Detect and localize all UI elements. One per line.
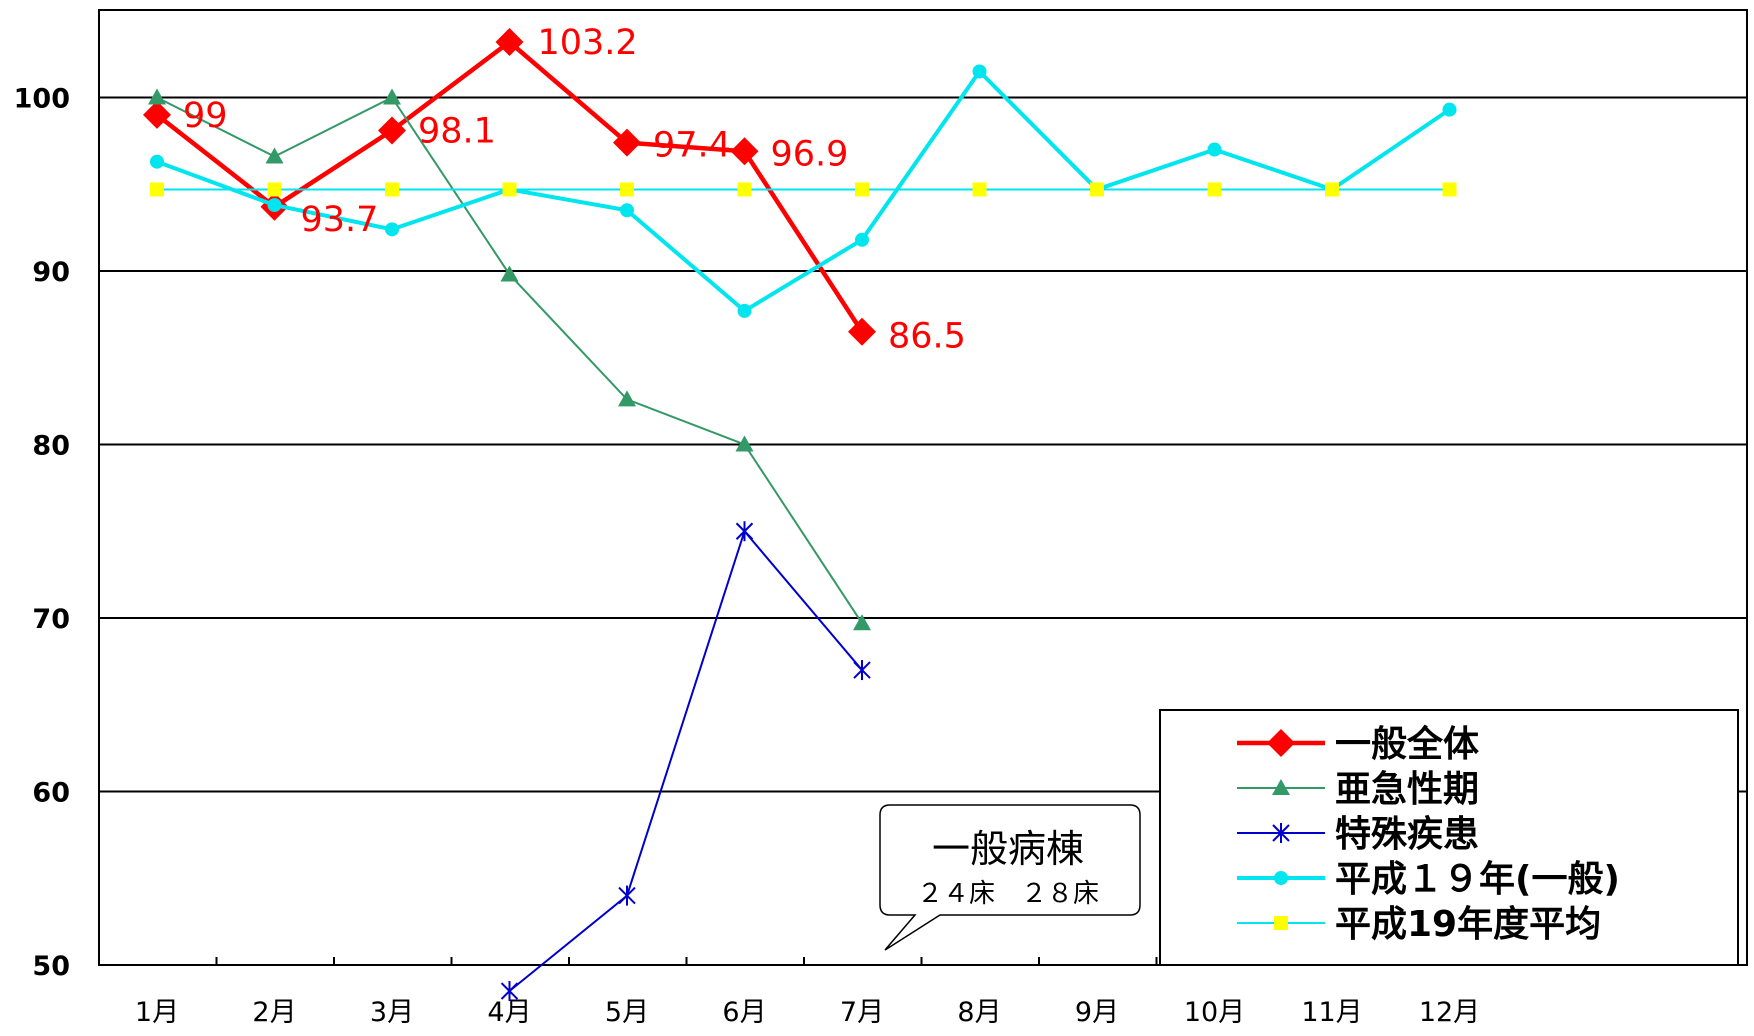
marker-triangle: [148, 88, 166, 105]
series-group: [143, 27, 1457, 1002]
marker-triangle: [735, 435, 754, 452]
x-axis: 1月 2月 3月 4月 5月 6月 7月 8月 9月 10月 11月 12月: [135, 957, 1510, 1028]
y-tick-label: 90: [32, 257, 70, 288]
callout-main-text: 一般病棟: [932, 827, 1084, 871]
marker-circle: [385, 222, 399, 237]
x-tick-label: 11月: [1301, 997, 1362, 1028]
marker-asterisk: [500, 981, 519, 1002]
legend-item-2: 亜急性期: [1237, 769, 1479, 810]
x-tick-label: 9月: [1075, 997, 1119, 1028]
marker-square: [502, 182, 517, 197]
marker-asterisk: [735, 521, 754, 542]
x-tick-label: 1月: [135, 997, 179, 1028]
marker-square: [150, 182, 164, 197]
series-4: [150, 64, 1457, 318]
x-tick-label: 2月: [252, 997, 296, 1028]
x-tick-label: 10月: [1184, 997, 1245, 1028]
marker-square: [620, 182, 634, 197]
marker-circle: [855, 232, 869, 247]
callout-sub-text: ２４床 ２８床: [917, 879, 1099, 909]
marker-diamond: [848, 317, 876, 346]
marker-triangle: [383, 88, 401, 105]
marker-diamond: [1267, 729, 1295, 757]
marker-triangle: [265, 147, 284, 164]
series-3: [500, 521, 871, 1002]
marker-square: [1274, 916, 1288, 930]
legend-label: 特殊疾患: [1335, 814, 1479, 855]
y-tick-label: 100: [14, 84, 70, 115]
marker-square: [1207, 182, 1222, 197]
marker-square: [1325, 182, 1339, 197]
x-tick-label: 3月: [370, 997, 414, 1028]
y-tick-label: 60: [32, 778, 70, 809]
legend-label: 一般全体: [1335, 723, 1479, 765]
y-tick-label: 70: [32, 604, 70, 635]
series-line: [508, 529, 863, 992]
marker-diamond: [143, 100, 171, 129]
x-tick-label: 8月: [957, 997, 1001, 1028]
marker-circle: [267, 198, 282, 213]
marker-circle: [1207, 142, 1222, 157]
series-5: [150, 182, 1457, 197]
marker-square: [972, 182, 987, 197]
series-2: [148, 88, 871, 631]
legend-item-1: 一般全体: [1237, 723, 1479, 765]
marker-circle: [620, 203, 634, 218]
data-label: 103.2: [538, 23, 638, 63]
marker-circle: [737, 303, 752, 318]
series-1: [143, 27, 876, 346]
marker-circle: [972, 64, 987, 79]
legend-label: 平成19年度平均: [1335, 904, 1601, 945]
callout-bubble: [879, 804, 1141, 951]
marker-triangle: [1272, 779, 1290, 795]
marker-triangle: [618, 390, 636, 407]
annotation-callout: 一般病棟 ２４床 ２８床: [879, 804, 1141, 951]
legend-label: 亜急性期: [1335, 769, 1479, 810]
data-label: 99: [183, 96, 228, 136]
x-tick-label: 12月: [1419, 997, 1480, 1028]
data-label: 96.9: [771, 134, 849, 174]
marker-asterisk: [1272, 823, 1290, 843]
marker-circle: [1274, 871, 1288, 885]
marker-circle: [1442, 102, 1457, 117]
legend-item-5: 平成19年度平均: [1237, 904, 1601, 945]
x-tick-label: 6月: [722, 997, 766, 1028]
marker-triangle: [853, 614, 871, 631]
y-tick-label: 50: [32, 951, 70, 982]
plot-area-frame: [98, 9, 1748, 966]
legend-label: 平成１９年(一般): [1335, 859, 1620, 900]
marker-circle: [150, 154, 164, 169]
x-tick-label: 5月: [605, 997, 649, 1028]
series-line: [156, 68, 1451, 314]
marker-square: [385, 182, 399, 197]
marker-square: [737, 182, 752, 197]
marker-triangle: [500, 265, 519, 282]
legend-item-3: 特殊疾患: [1237, 814, 1479, 855]
x-tick-label: 4月: [487, 997, 531, 1028]
marker-square: [1090, 182, 1104, 197]
marker-diamond: [495, 27, 524, 56]
data-label: 97.4: [653, 126, 731, 166]
marker-diamond: [378, 116, 406, 145]
y-axis: 50 60 70 80 90 100: [14, 84, 70, 983]
data-label: 93.7: [301, 200, 379, 240]
marker-asterisk: [618, 885, 636, 906]
data-label: 86.5: [888, 317, 966, 357]
marker-diamond: [613, 128, 641, 157]
marker-square: [855, 182, 869, 197]
data-label: 98.1: [418, 111, 496, 151]
marker-diamond: [730, 137, 759, 166]
marker-square: [1442, 182, 1457, 197]
data-labels: 99 93.7 98.1 103.2 97.4 96.9 86.5: [183, 23, 966, 357]
legend-item-4: 平成１９年(一般): [1237, 859, 1620, 900]
y-tick-label: 80: [32, 431, 70, 462]
x-tick-label: 7月: [840, 997, 884, 1028]
marker-asterisk: [853, 660, 871, 681]
marker-square: [267, 182, 282, 197]
